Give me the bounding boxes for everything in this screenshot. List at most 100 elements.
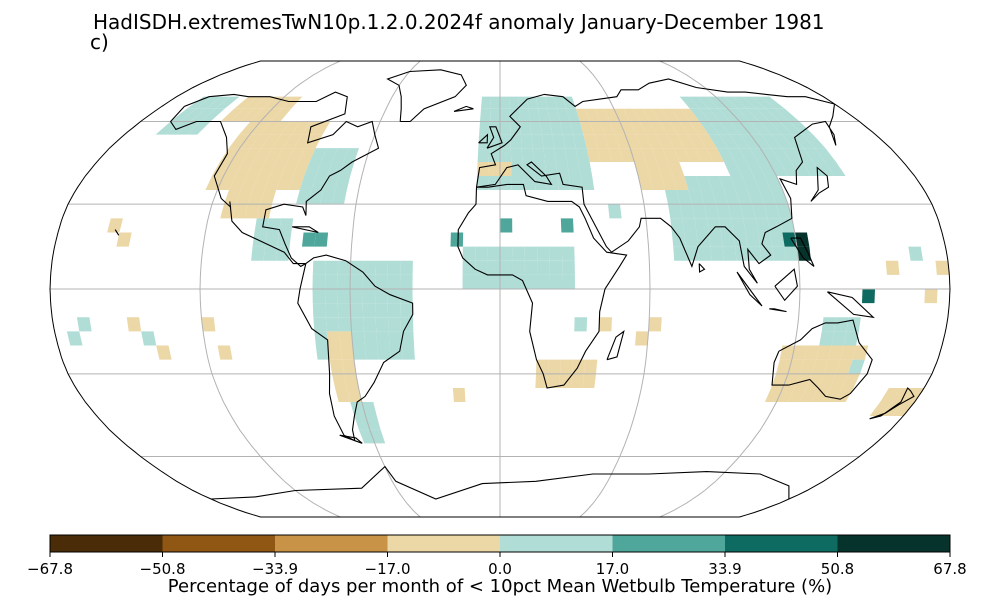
grid-cell <box>450 232 464 247</box>
grid-cell <box>500 246 513 261</box>
grid-cell <box>315 345 330 360</box>
grid-cell <box>723 190 740 205</box>
grid-cell <box>541 134 555 149</box>
grid-cell <box>672 175 689 191</box>
grid-cell <box>196 96 222 109</box>
grid-cell <box>676 190 692 205</box>
grid-cell <box>829 373 848 388</box>
grid-cell <box>642 108 660 122</box>
grid-cell <box>776 387 795 403</box>
coastline <box>169 91 380 268</box>
grid-cell <box>741 175 760 191</box>
grid-cell <box>365 416 381 430</box>
grid-cell <box>325 274 338 289</box>
grid-cell <box>510 134 522 149</box>
grid-cell <box>800 359 817 374</box>
grid-cell <box>656 161 673 176</box>
grid-cell <box>375 303 389 318</box>
grid-cell <box>400 303 413 318</box>
grid-cell <box>266 218 282 233</box>
grid-cell <box>828 345 844 360</box>
grid-cell <box>558 373 572 388</box>
grid-cell <box>263 246 278 261</box>
grid-cell <box>332 190 347 205</box>
grid-cell <box>776 359 792 374</box>
grid-cell <box>824 161 846 176</box>
grid-cell <box>580 175 595 191</box>
grid-cell <box>291 121 311 135</box>
grid-cell <box>706 218 721 233</box>
grid-cell <box>299 175 316 191</box>
grid-cell <box>712 190 728 205</box>
grid-cell <box>388 317 401 332</box>
grid-cell <box>722 246 737 261</box>
grid-cell <box>677 134 696 149</box>
grid-cell <box>250 134 271 149</box>
grid-cell <box>259 121 281 135</box>
grid-cell <box>738 148 758 162</box>
grid-cell <box>549 274 563 289</box>
grid-cell <box>760 148 781 162</box>
grid-cell <box>329 359 344 374</box>
grid-cell <box>201 317 216 332</box>
grid-cell <box>861 289 875 304</box>
grid-cell <box>797 246 812 261</box>
grid-cell <box>518 108 530 122</box>
grid-cell <box>804 345 820 360</box>
grid-cell <box>401 345 415 360</box>
grid-cell <box>710 246 724 261</box>
grid-cell <box>556 108 570 122</box>
grid-cell <box>673 148 691 162</box>
colorbar-tick-label: 67.8 <box>933 560 966 578</box>
grid-cell <box>848 359 865 374</box>
grid-cell <box>548 359 561 374</box>
grid-cell <box>335 387 351 403</box>
grid-cell <box>375 317 389 332</box>
grid-cell <box>892 402 915 417</box>
grid-cell <box>340 345 355 360</box>
grid-cell <box>312 274 326 289</box>
grid-cell <box>764 204 780 219</box>
grid-cell <box>706 96 728 109</box>
grid-cell <box>709 121 730 135</box>
grid-cell <box>629 121 647 135</box>
grid-cell <box>728 204 744 219</box>
grid-cell <box>831 331 847 346</box>
grid-cell <box>223 161 243 176</box>
grid-cell <box>240 175 259 191</box>
grid-cell <box>841 373 860 388</box>
grid-cell <box>314 331 329 346</box>
grid-cell <box>500 121 511 135</box>
grid-cell <box>635 134 652 149</box>
grid-cell <box>749 121 772 135</box>
grid-cell <box>575 108 590 122</box>
grid-cell <box>387 303 401 318</box>
grid-cell <box>695 175 713 191</box>
grid-cell <box>220 108 244 122</box>
grid-cell <box>751 96 776 109</box>
grid-cell <box>623 108 640 122</box>
grid-cell <box>694 218 709 233</box>
grid-cell <box>593 134 609 149</box>
grid-cell <box>814 148 837 162</box>
grid-cell <box>695 148 713 162</box>
grid-cell <box>740 134 761 149</box>
grid-cell <box>776 204 792 219</box>
grid-cell <box>400 274 413 289</box>
grid-cell <box>462 260 476 275</box>
grid-cell <box>500 108 510 122</box>
grid-cell <box>671 232 686 247</box>
grid-cell <box>543 148 557 162</box>
grid-cell <box>599 317 612 332</box>
grid-cell <box>352 345 367 360</box>
grid-cell <box>836 359 853 374</box>
grid-cell <box>908 246 924 261</box>
grid-cell <box>818 373 836 388</box>
grid-cell <box>724 161 742 176</box>
grid-cell <box>689 108 710 122</box>
grid-cell <box>478 134 490 149</box>
grid-cell <box>400 260 413 275</box>
grid-cell <box>279 218 294 233</box>
coastline <box>297 254 414 442</box>
grid-cell <box>387 274 401 289</box>
